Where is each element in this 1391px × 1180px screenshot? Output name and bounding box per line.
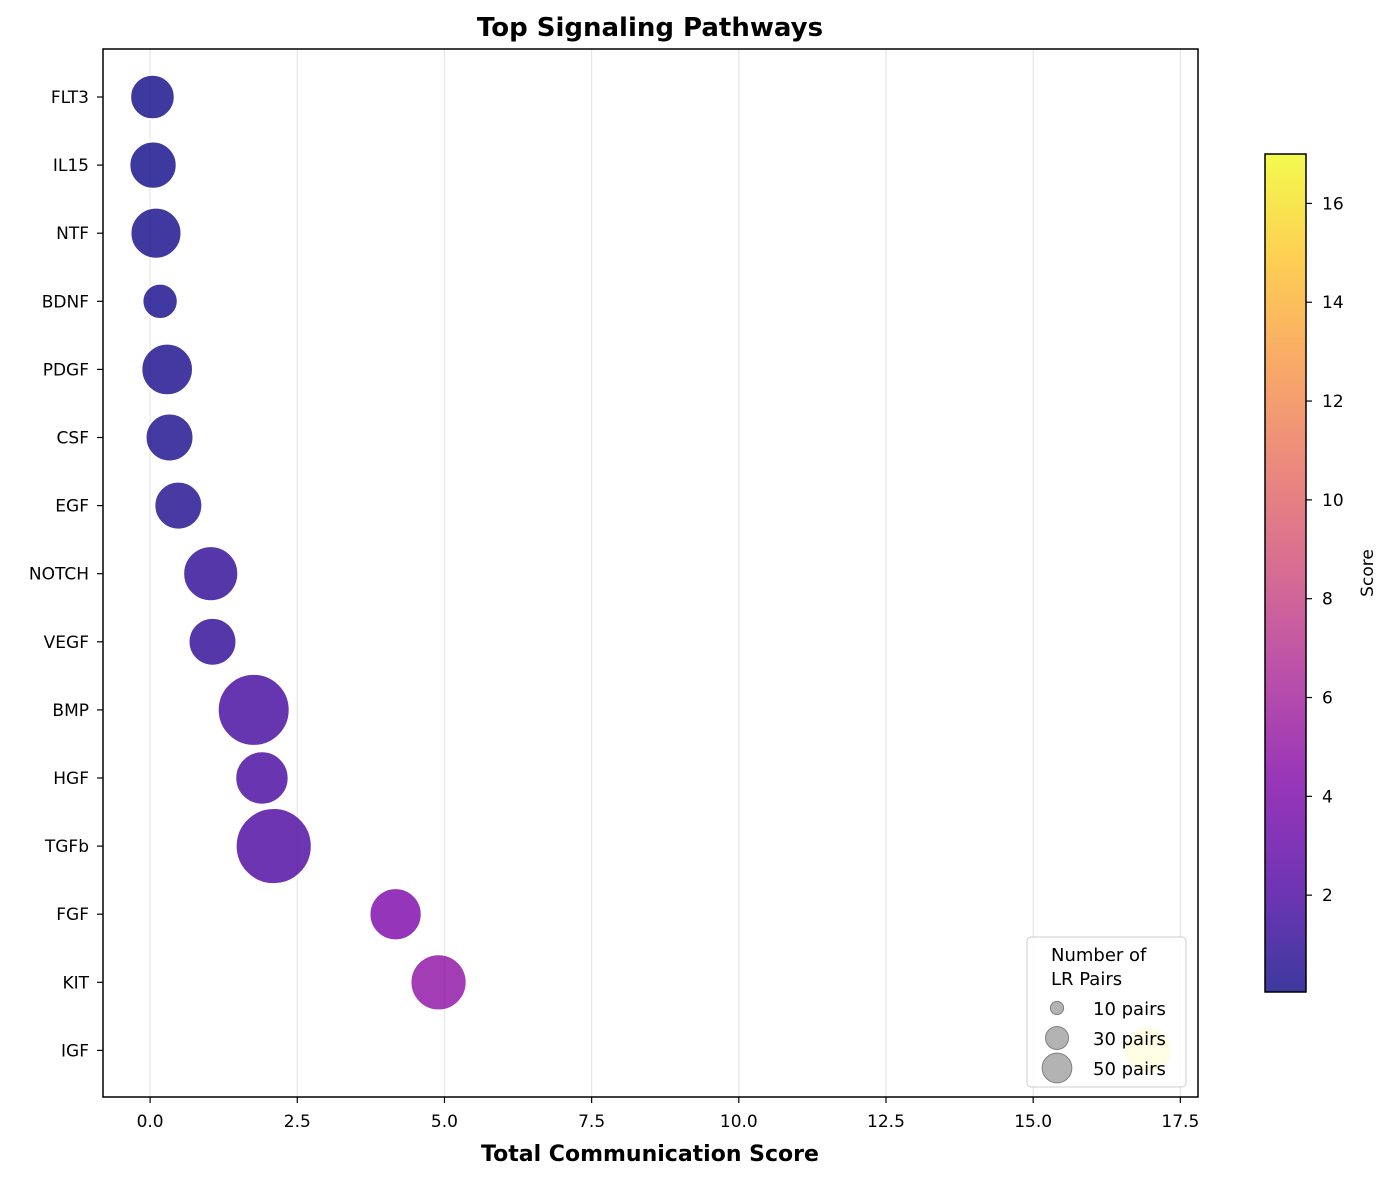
legend-marker — [1049, 1000, 1065, 1016]
colorbar-tick-label: 8 — [1322, 590, 1333, 610]
plot-area-frame — [102, 48, 1199, 1098]
data-point-kit — [409, 953, 468, 1011]
legend-entry-label: 50 pairs — [1093, 1059, 1166, 1080]
colorbar-tick-label: 6 — [1322, 689, 1333, 709]
data-point-il15 — [128, 140, 178, 190]
size-legend: Number of LR Pairs 10 pairs 30 pairs 50 pa… — [1026, 936, 1187, 1088]
y-tick-label: BDNF — [42, 292, 89, 312]
x-axis-ticks: 0.0 2.5 5.0 7.5 10.0 12.5 15.0 17.5 — [137, 1097, 1199, 1132]
colorbar-label: Score — [1358, 549, 1378, 597]
data-point-notch — [182, 545, 239, 602]
colorbar-gradient — [1265, 154, 1306, 992]
data-point-bdnf — [141, 283, 179, 320]
colorbar: 2 4 6 8 10 12 14 16 Score — [1264, 153, 1378, 993]
colorbar-tick-label: 16 — [1322, 194, 1344, 214]
x-tick-label: 2.5 — [284, 1112, 311, 1132]
data-point-pdgf — [140, 343, 194, 396]
data-points — [128, 74, 1173, 1075]
colorbar-tick-label: 10 — [1322, 491, 1344, 511]
y-tick-label: BMP — [52, 701, 89, 721]
y-tick-label: VEGF — [44, 633, 89, 653]
y-tick-label: FLT3 — [51, 88, 89, 108]
legend-entry-label: 30 pairs — [1093, 1029, 1166, 1050]
y-tick-label: FGF — [56, 905, 89, 925]
y-tick-label: IL15 — [53, 156, 89, 176]
data-point-hgf — [234, 750, 290, 806]
colorbar-tick-label: 4 — [1322, 787, 1333, 807]
x-tick-label: 12.5 — [867, 1112, 905, 1132]
data-point-fgf — [368, 887, 423, 941]
data-point-bmp — [217, 673, 291, 747]
legend-marker — [1044, 1025, 1070, 1051]
chart-title: Top Signaling Pathways — [477, 13, 823, 43]
y-tick-label: TGFb — [44, 837, 89, 857]
x-tick-label: 17.5 — [1161, 1112, 1199, 1132]
colorbar-tick-label: 14 — [1322, 293, 1344, 313]
data-point-csf — [145, 413, 194, 462]
grid-lines — [149, 49, 1181, 1097]
x-tick-label: 7.5 — [578, 1112, 605, 1132]
y-tick-label: PDGF — [43, 360, 89, 380]
x-axis-title: Total Communication Score — [481, 1142, 819, 1167]
colorbar-tick-label: 12 — [1322, 392, 1344, 412]
y-tick-label: NOTCH — [29, 565, 89, 585]
data-point-vegf — [188, 617, 237, 667]
legend-box — [1026, 936, 1187, 1088]
y-tick-label: HGF — [53, 769, 89, 789]
legend-marker — [1041, 1052, 1073, 1084]
x-tick-label: 5.0 — [431, 1112, 458, 1132]
data-point-flt3 — [129, 74, 176, 120]
y-tick-label: EGF — [55, 497, 89, 517]
x-tick-label: 15.0 — [1014, 1112, 1052, 1132]
y-axis-ticks: FLT3 IL15 NTF BDNF PDGF CSF EGF NOTCH VEGF BMP HGF… — [29, 88, 103, 1061]
y-tick-label: NTF — [56, 224, 89, 244]
x-tick-label: 0.0 — [137, 1112, 164, 1132]
colorbar-frame — [1264, 153, 1307, 993]
data-point-ntf — [129, 207, 183, 260]
colorbar-tick-label: 2 — [1322, 886, 1333, 906]
legend-entry-label: 10 pairs — [1093, 999, 1166, 1020]
data-point-egf — [153, 481, 203, 531]
y-tick-label: IGF — [61, 1041, 89, 1061]
legend-title-line-2: LR Pairs — [1051, 969, 1122, 990]
legend-title-line-1: Number of — [1051, 945, 1147, 966]
y-tick-label: KIT — [62, 973, 89, 993]
y-tick-label: CSF — [57, 429, 89, 449]
x-tick-label: 10.0 — [720, 1112, 758, 1132]
data-point-tgfb — [235, 807, 313, 885]
